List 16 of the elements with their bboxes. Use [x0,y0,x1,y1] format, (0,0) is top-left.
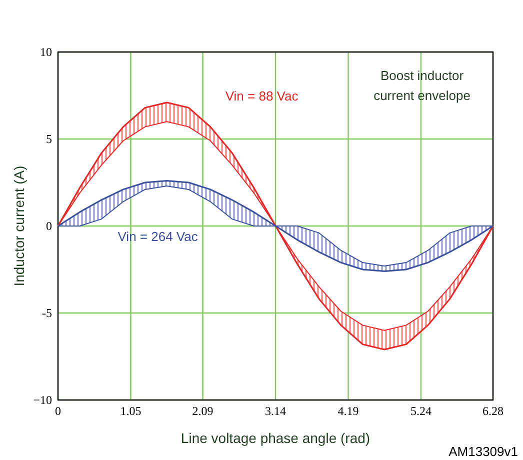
x-tick-label: 3.14 [265,404,286,418]
y-tick-label: -5 [42,306,52,320]
text: Vin = 88 Vac [225,88,299,104]
text: AM13309v1 [448,444,518,459]
x-tick-label: 1.05 [120,404,142,418]
x-axis-title: Line voltage phase angle (rad) [180,430,370,446]
x-tick-label: 2.09 [192,404,214,418]
y-tick-label: 10 [40,45,52,59]
x-tick-label: 5.24 [410,404,432,418]
y-tick-label: −10 [33,393,52,407]
y-tick-label: 0 [46,219,52,233]
y-axis-title: Inductor current (A) [11,166,27,286]
x-tick-label: 6.28 [482,404,504,418]
y-tick-label: 5 [46,132,52,146]
x-tick-label: 0 [55,404,61,418]
x-tick-label: 4.19 [338,404,359,418]
